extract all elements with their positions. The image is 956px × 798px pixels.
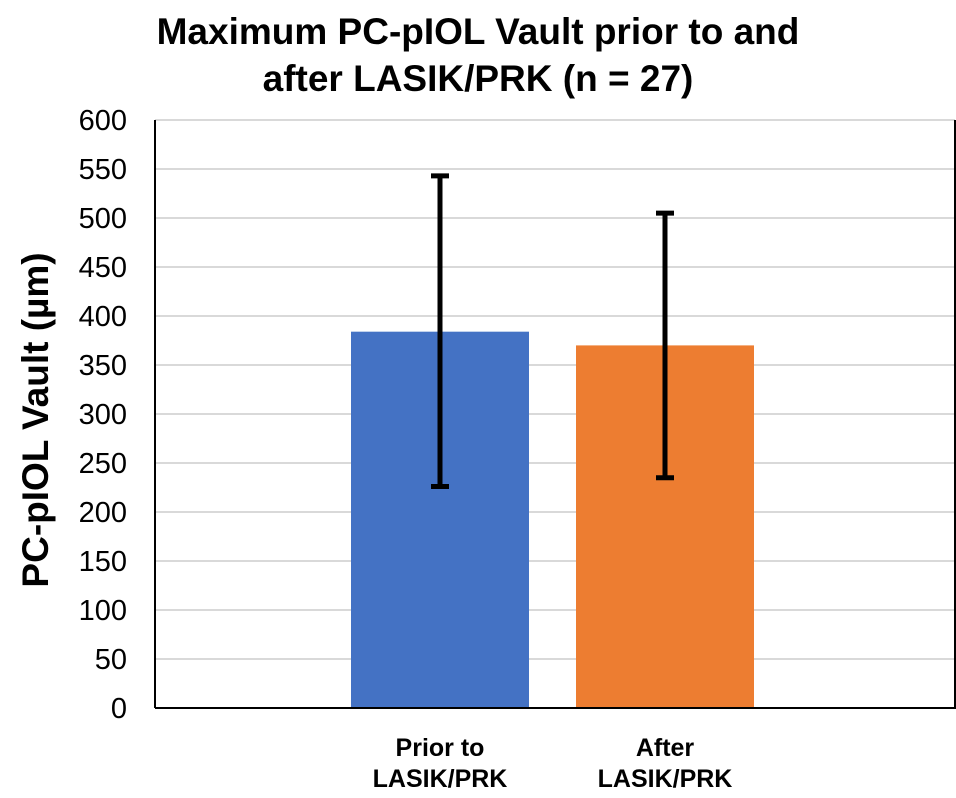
y-tick-label: 50 bbox=[95, 644, 127, 676]
y-tick-label: 500 bbox=[79, 203, 127, 235]
x-tick-labels: Prior to LASIK/PRK After LASIK/PRK bbox=[373, 734, 733, 793]
y-tick-label: 200 bbox=[79, 497, 127, 529]
y-tick-label: 400 bbox=[79, 301, 127, 333]
error-bars bbox=[431, 173, 674, 490]
error-bar bbox=[431, 173, 449, 490]
gridlines bbox=[155, 119, 955, 660]
y-tick-label: 550 bbox=[79, 154, 127, 186]
bars bbox=[351, 331, 754, 708]
y-tick-labels: 0 50 100 150 200 250 300 350 400 450 500 550 600 bbox=[79, 105, 127, 725]
x-tick-label-line: LASIK/PRK bbox=[373, 765, 508, 793]
y-tick-label: 300 bbox=[79, 399, 127, 431]
x-tick-label-line: LASIK/PRK bbox=[598, 765, 733, 793]
x-tick-label: After LASIK/PRK bbox=[598, 734, 733, 793]
y-tick-label: 350 bbox=[79, 350, 127, 382]
chart-title-line-2: after LASIK/PRK (n = 27) bbox=[262, 58, 694, 99]
axes bbox=[154, 120, 956, 709]
chart-title: Maximum PC-pIOL Vault prior to and after… bbox=[0, 8, 956, 102]
x-tick-label-line: Prior to bbox=[396, 734, 485, 762]
y-tick-label: 150 bbox=[79, 546, 127, 578]
y-tick-label: 0 bbox=[111, 693, 127, 725]
chart-title-line-1: Maximum PC-pIOL Vault prior to and bbox=[156, 11, 800, 52]
y-tick-label: 450 bbox=[79, 252, 127, 284]
x-tick-label: Prior to LASIK/PRK bbox=[373, 734, 508, 793]
y-tick-label: 600 bbox=[79, 105, 127, 137]
error-bar bbox=[656, 210, 674, 481]
x-tick-label-line: After bbox=[636, 734, 695, 762]
y-axis-label: PC-pIOL Vault (µm) bbox=[15, 252, 56, 587]
y-tick-label: 250 bbox=[79, 448, 127, 480]
y-tick-label: 100 bbox=[79, 595, 127, 627]
